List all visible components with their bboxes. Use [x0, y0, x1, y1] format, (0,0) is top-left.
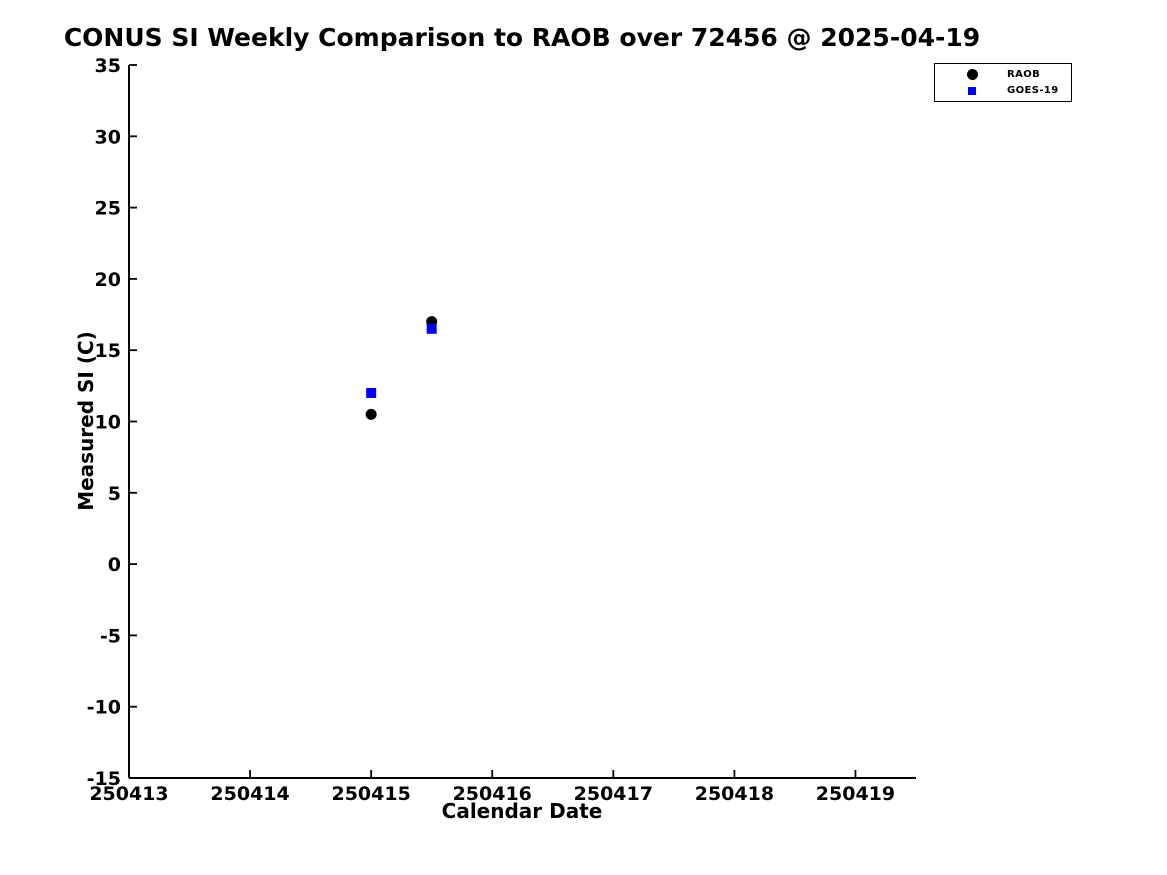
legend-marker-cell: [955, 86, 989, 95]
y-tick-label: 0: [108, 554, 121, 576]
square-marker-icon: [968, 86, 976, 95]
y-tick-label: 35: [95, 55, 121, 77]
data-point-raob: [365, 408, 377, 420]
legend-marker-cell: [955, 69, 989, 80]
data-point-goes-19: [426, 323, 437, 334]
y-axis-label: Measured SI (C): [74, 331, 98, 511]
y-tick-label: -10: [87, 697, 121, 719]
y-tick-label: -15: [87, 768, 121, 790]
circle-marker-icon: [966, 69, 978, 80]
x-tick-label: 250418: [695, 783, 774, 805]
y-tick-label: 30: [95, 126, 121, 148]
y-tick-label: 25: [95, 198, 121, 220]
legend-entry-goes-19: GOES-19: [935, 83, 1071, 99]
legend-entry-raob: RAOB: [935, 67, 1071, 83]
y-tick-label: 20: [95, 269, 121, 291]
y-tick-label: 5: [108, 483, 121, 505]
chart-title: CONUS SI Weekly Comparison to RAOB over …: [63, 23, 981, 52]
x-tick-label: 250414: [210, 783, 289, 805]
x-tick-label: 250415: [331, 783, 410, 805]
legend-label: GOES-19: [1007, 85, 1059, 96]
x-tick-label: 250413: [89, 783, 168, 805]
y-tick-label: 10: [95, 412, 121, 434]
x-axis-label: Calendar Date: [441, 799, 603, 823]
data-point-goes-19: [366, 387, 377, 398]
legend: RAOB GOES-19: [934, 63, 1072, 102]
y-tick-label: 15: [95, 340, 121, 362]
x-tick-label: 250419: [816, 783, 895, 805]
x-tick-label: 250416: [453, 783, 532, 805]
x-tick-label: 250417: [574, 783, 653, 805]
legend-label: RAOB: [1007, 69, 1041, 80]
y-tick-label: -5: [100, 625, 121, 647]
